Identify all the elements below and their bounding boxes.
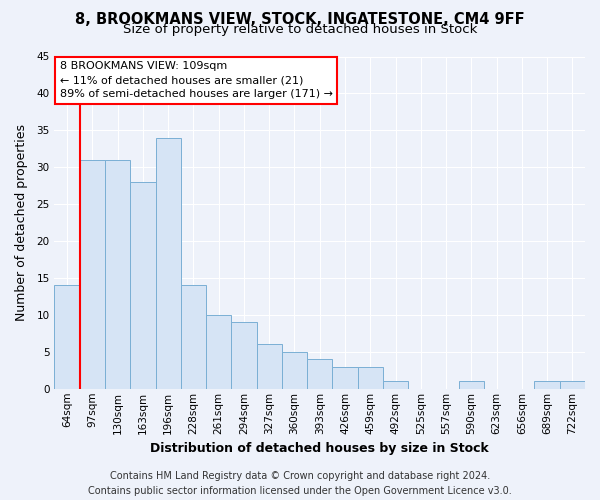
Bar [181,286,206,389]
Bar [130,182,155,389]
Text: 8, BROOKMANS VIEW, STOCK, INGATESTONE, CM4 9FF: 8, BROOKMANS VIEW, STOCK, INGATESTONE, C… [75,12,525,28]
Bar [231,322,257,389]
Bar [535,382,560,389]
X-axis label: Distribution of detached houses by size in Stock: Distribution of detached houses by size … [151,442,489,455]
Bar [458,382,484,389]
Text: Size of property relative to detached houses in Stock: Size of property relative to detached ho… [123,24,477,36]
Bar [358,366,383,389]
Bar [560,382,585,389]
Bar [155,138,181,389]
Bar [257,344,282,389]
Bar [105,160,130,389]
Bar [332,366,358,389]
Bar [55,286,80,389]
Bar [383,382,408,389]
Text: Contains HM Land Registry data © Crown copyright and database right 2024.
Contai: Contains HM Land Registry data © Crown c… [88,471,512,496]
Bar [206,315,231,389]
Bar [282,352,307,389]
Y-axis label: Number of detached properties: Number of detached properties [15,124,28,321]
Bar [307,359,332,389]
Text: 8 BROOKMANS VIEW: 109sqm
← 11% of detached houses are smaller (21)
89% of semi-d: 8 BROOKMANS VIEW: 109sqm ← 11% of detach… [60,62,333,100]
Bar [80,160,105,389]
